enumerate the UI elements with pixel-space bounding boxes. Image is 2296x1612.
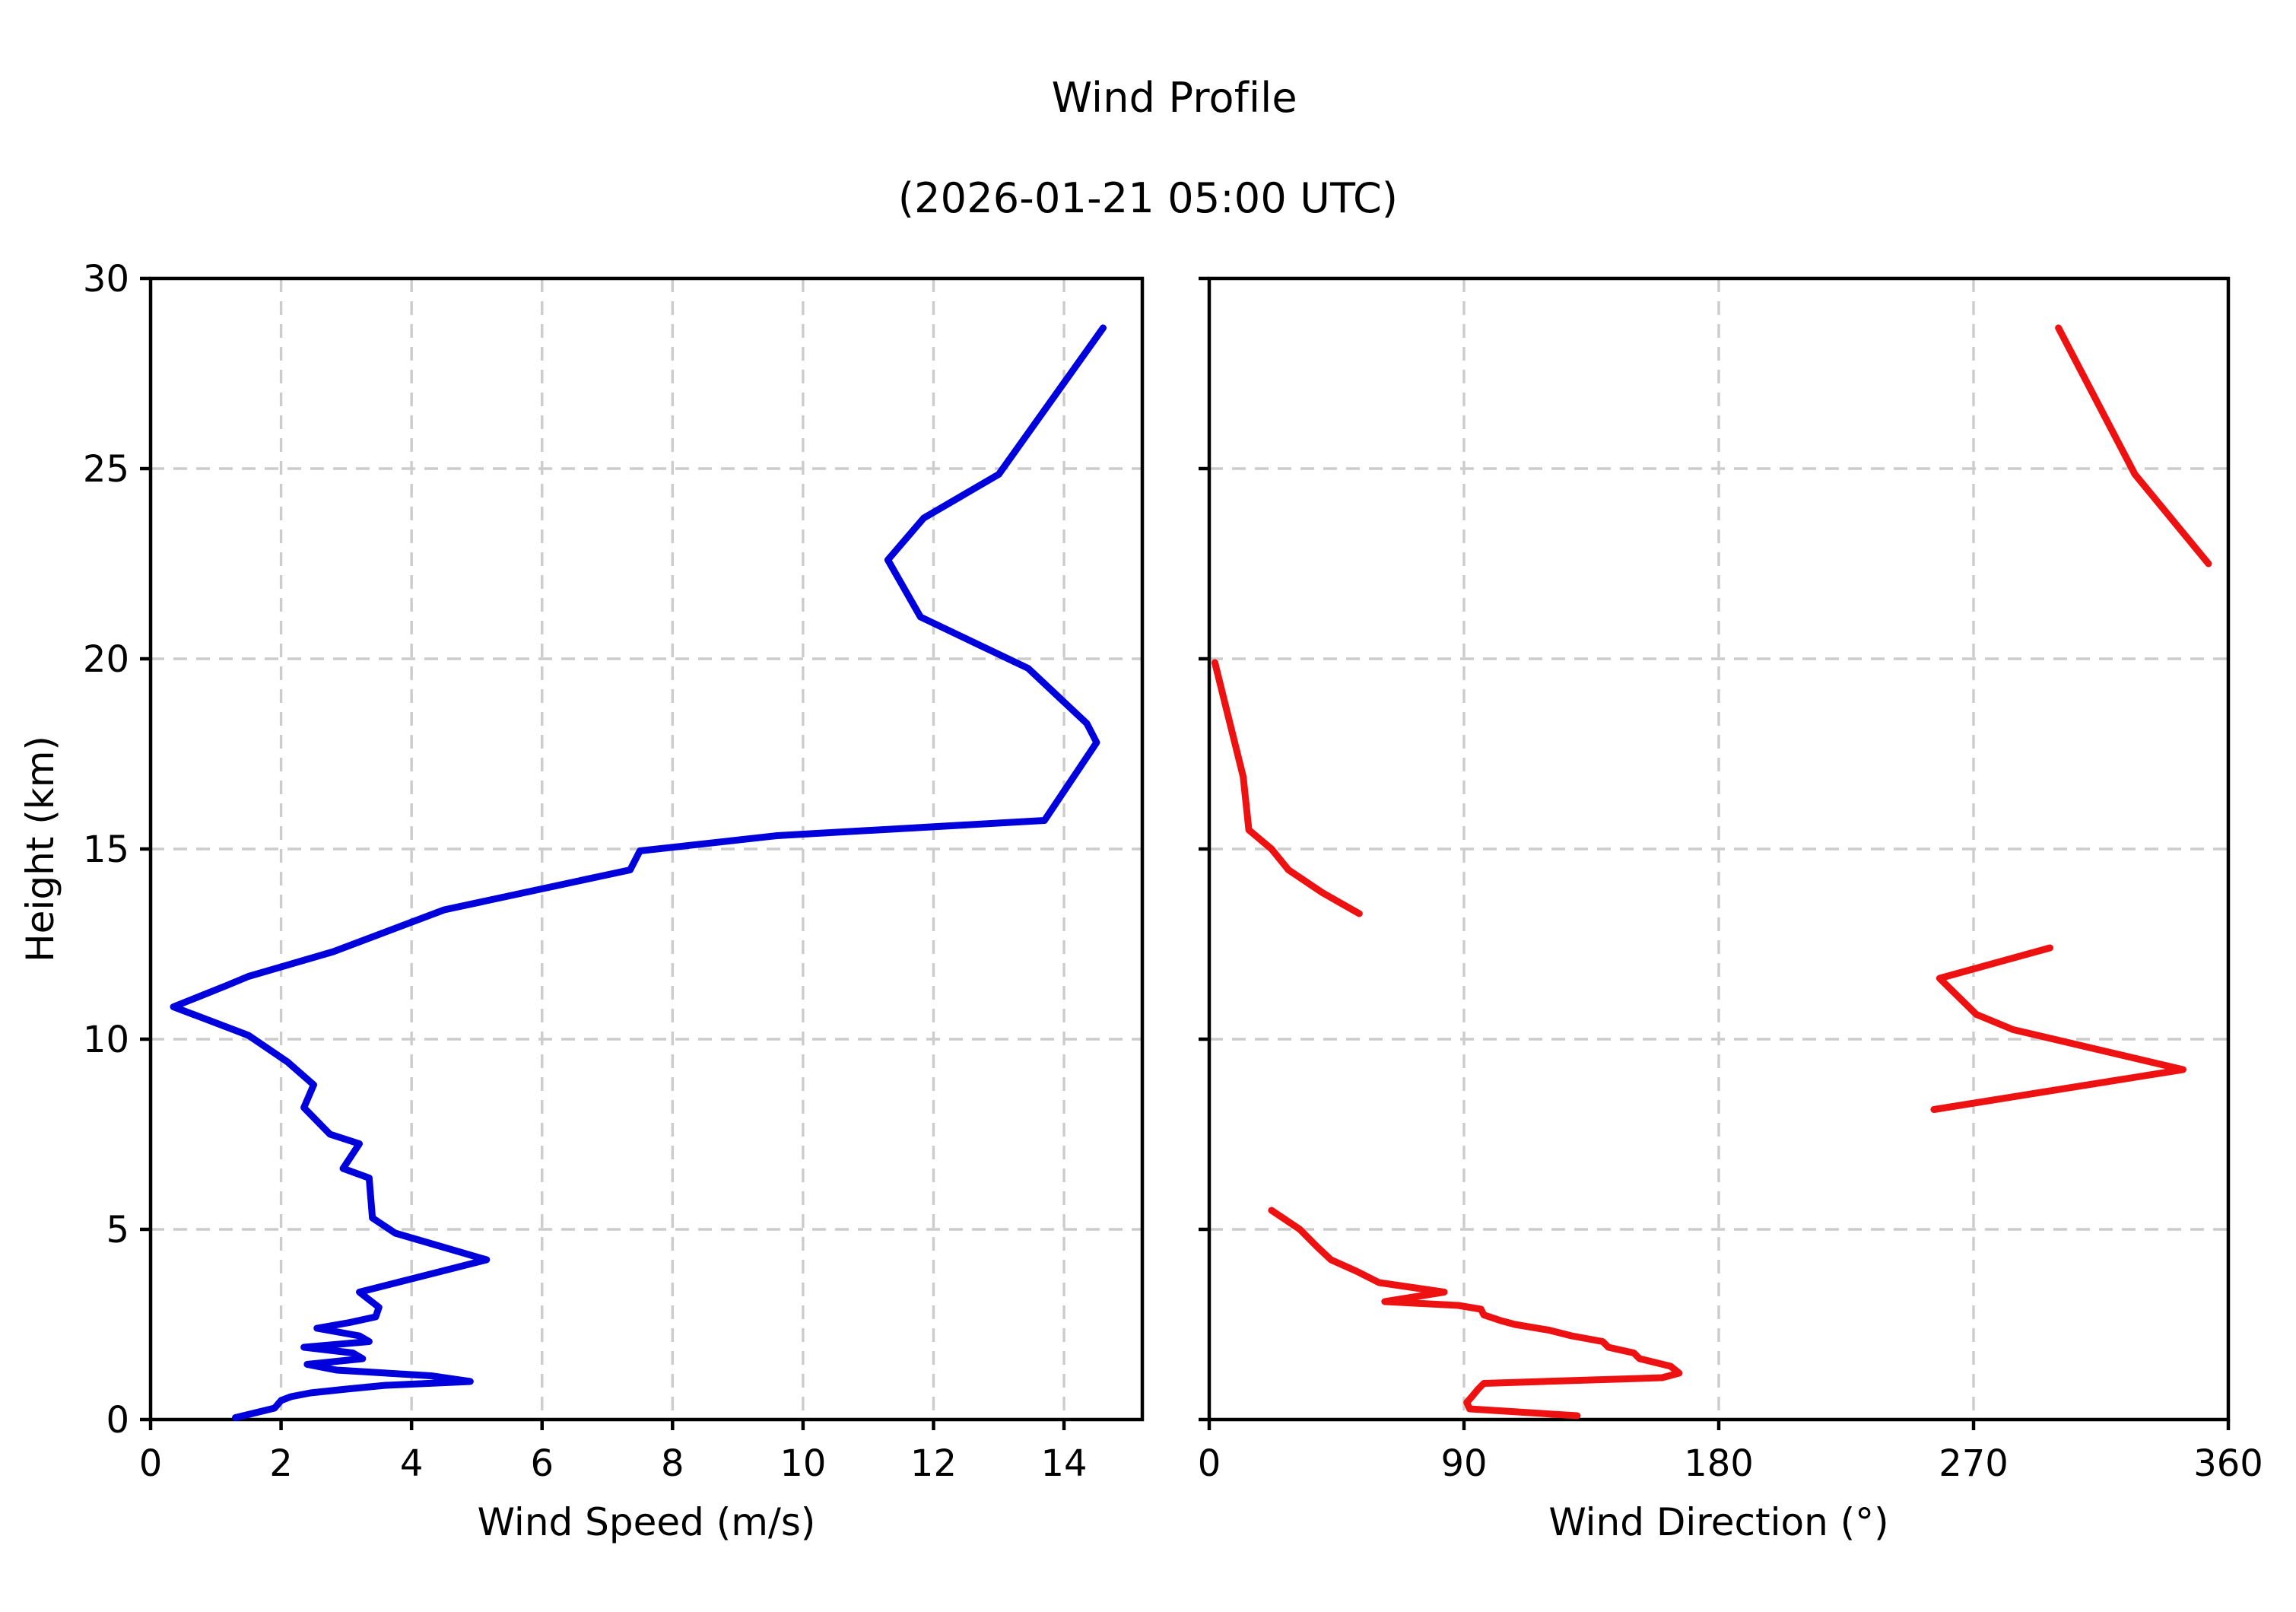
x-tick-label: 2 bbox=[269, 1442, 293, 1485]
wind-direction-x-tick-labels: 0 90 180 270 360 bbox=[1198, 1442, 2263, 1485]
wind-direction-x-axis-label: Wind Direction (°) bbox=[1548, 1500, 1888, 1544]
wind-direction-gridlines bbox=[1209, 278, 2228, 1420]
wind-speed-x-axis-label: Wind Speed (m/s) bbox=[478, 1500, 816, 1544]
x-tick-label: 270 bbox=[1939, 1442, 2009, 1485]
y-tick-label: 15 bbox=[83, 828, 129, 871]
data-series-line bbox=[170, 324, 1107, 1421]
wind-speed-panel: 0 2 4 6 8 10 12 14 0 5 10 15 20 25 30 Wind Speed (m/s… bbox=[18, 258, 1145, 1544]
y-tick-label: 0 bbox=[106, 1399, 129, 1442]
wind-direction-series bbox=[1211, 324, 2212, 1420]
wind-direction-panel: 0 90 180 270 360 Wind Direction (°) bbox=[1198, 276, 2263, 1544]
wind-direction-tick-marks bbox=[1199, 276, 2231, 1430]
data-series-line bbox=[1268, 1207, 1683, 1420]
y-tick-label: 30 bbox=[83, 258, 129, 300]
x-tick-label: 360 bbox=[2193, 1442, 2263, 1485]
height-y-axis-label: Height (km) bbox=[18, 736, 62, 962]
x-tick-label: 90 bbox=[1440, 1442, 1487, 1485]
x-tick-label: 180 bbox=[1684, 1442, 1754, 1485]
y-tick-label: 10 bbox=[83, 1019, 129, 1061]
data-series-line bbox=[1211, 659, 1363, 917]
figure-title-line2: (2026-01-21 05:00 UTC) bbox=[897, 173, 1399, 222]
data-series-line bbox=[1930, 944, 2186, 1113]
x-tick-label: 14 bbox=[1041, 1442, 1088, 1485]
y-tick-label: 20 bbox=[83, 638, 129, 681]
y-tick-label: 25 bbox=[83, 448, 129, 491]
x-tick-label: 10 bbox=[780, 1442, 826, 1485]
x-tick-label: 12 bbox=[910, 1442, 957, 1485]
wind-speed-tick-marks bbox=[140, 276, 1066, 1430]
x-tick-label: 0 bbox=[1198, 1442, 1221, 1485]
x-tick-label: 0 bbox=[139, 1442, 163, 1485]
figure-title: Wind Profile (2026-01-21 05:00 UTC) bbox=[0, 23, 2296, 323]
figure-title-line1: Wind Profile bbox=[1051, 73, 1297, 122]
data-series-line bbox=[2055, 324, 2212, 568]
wind-speed-y-tick-labels: 0 5 10 15 20 25 30 bbox=[83, 258, 129, 1442]
x-tick-label: 4 bbox=[400, 1442, 424, 1485]
x-tick-label: 8 bbox=[661, 1442, 684, 1485]
wind-speed-x-tick-labels: 0 2 4 6 8 10 12 14 bbox=[139, 1442, 1088, 1485]
y-tick-label: 5 bbox=[106, 1209, 129, 1251]
x-tick-label: 6 bbox=[530, 1442, 554, 1485]
wind-speed-series bbox=[170, 324, 1107, 1421]
